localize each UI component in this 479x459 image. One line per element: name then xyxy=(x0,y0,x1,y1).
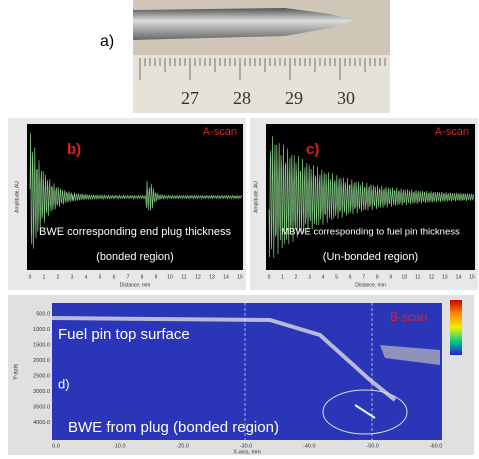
caption: Fuel pin top surface xyxy=(58,326,190,343)
y-axis-label: Amplitude, AU xyxy=(14,181,20,213)
x-tick-label: 12 xyxy=(195,274,201,280)
x-tick-label: 9 xyxy=(155,274,158,280)
y-tick-label: 1500.0 xyxy=(33,342,50,348)
colorbar xyxy=(450,300,462,355)
x-tick-label: 11 xyxy=(415,274,420,280)
x-tick-label: 4 xyxy=(322,274,325,280)
x-tick-label: -40.0 xyxy=(303,443,316,449)
x-tick-label: 1 xyxy=(43,274,46,280)
scan-tag: B-scan xyxy=(390,310,427,324)
ruler-number: 28 xyxy=(233,88,251,108)
x-tick-label: 14 xyxy=(223,274,229,280)
ruler-number: 29 xyxy=(285,88,303,108)
x-tick-label: 0 xyxy=(268,274,271,280)
x-tick-label: 6 xyxy=(113,274,116,280)
y-tick-label: 3000.0 xyxy=(33,389,50,395)
x-tick-label: 5 xyxy=(335,274,338,280)
x-tick-label: 13 xyxy=(442,274,448,280)
x-tick-label: 4 xyxy=(85,274,88,280)
panel-label: d) xyxy=(58,376,70,391)
caption: (bonded region) xyxy=(96,251,174,263)
y-axis-label: Amplitude, AU xyxy=(253,181,259,213)
x-tick-label: 8 xyxy=(141,274,144,280)
x-tick-label: -20.0 xyxy=(176,443,189,449)
figure: a)27282930b)A-scanBWE corresponding end … xyxy=(0,0,479,459)
x-tick-label: 13 xyxy=(209,274,215,280)
y-tick-label: 3500.0 xyxy=(33,404,50,410)
caption: BWE corresponding end plug thickness xyxy=(39,226,231,238)
panel-label: a) xyxy=(100,33,114,50)
x-tick-label: 10 xyxy=(167,274,173,280)
x-tick-label: -10.0 xyxy=(113,443,126,449)
ruler-number: 27 xyxy=(181,88,199,108)
x-tick-label: 8 xyxy=(376,274,379,280)
y-tick-label: 2500.0 xyxy=(33,373,50,379)
x-tick-label: 15 xyxy=(237,274,243,280)
panel-label: c) xyxy=(306,141,319,158)
y-tick-label: 1000.0 xyxy=(33,327,50,333)
x-axis-label: Distance, mm xyxy=(120,282,151,288)
y-tick-label: 2000.0 xyxy=(33,358,50,364)
x-tick-label: 5 xyxy=(99,274,102,280)
x-tick-label: 0.0 xyxy=(52,443,60,449)
x-tick-label: -60.0 xyxy=(430,443,443,449)
x-tick-label: 1 xyxy=(281,274,284,280)
x-tick-label: 9 xyxy=(389,274,392,280)
x-tick-label: 2 xyxy=(295,274,298,280)
x-tick-label: 7 xyxy=(362,274,365,280)
caption: BWE from plug (bonded region) xyxy=(68,419,279,436)
ruler-number: 30 xyxy=(337,88,355,108)
x-tick-label: 14 xyxy=(456,274,462,280)
x-tick-label: 3 xyxy=(308,274,311,280)
panel-label: b) xyxy=(67,141,81,158)
caption: MBWE corresponding to fuel pin thickness xyxy=(281,227,460,238)
scan-tag: A-scan xyxy=(203,126,237,138)
x-tick-label: 12 xyxy=(429,274,435,280)
x-axis-label: Distance, mm xyxy=(355,282,386,288)
x-tick-label: 0 xyxy=(29,274,32,280)
caption: (Un-bonded region) xyxy=(323,251,418,263)
x-tick-label: 10 xyxy=(402,274,408,280)
x-tick-label: 7 xyxy=(127,274,130,280)
y-axis-label: Y-axis xyxy=(14,364,20,380)
x-tick-label: 15 xyxy=(469,274,475,280)
scan-tag: A-scan xyxy=(435,126,469,138)
x-tick-label: 3 xyxy=(71,274,74,280)
y-tick-label: 500.0 xyxy=(36,311,50,317)
x-axis-label: X-axis, mm xyxy=(233,449,261,455)
x-tick-label: 6 xyxy=(349,274,352,280)
y-tick-label: 4000.0 xyxy=(33,420,50,426)
x-tick-label: -50.0 xyxy=(366,443,379,449)
x-tick-label: 2 xyxy=(57,274,60,280)
x-tick-label: 11 xyxy=(181,274,186,280)
